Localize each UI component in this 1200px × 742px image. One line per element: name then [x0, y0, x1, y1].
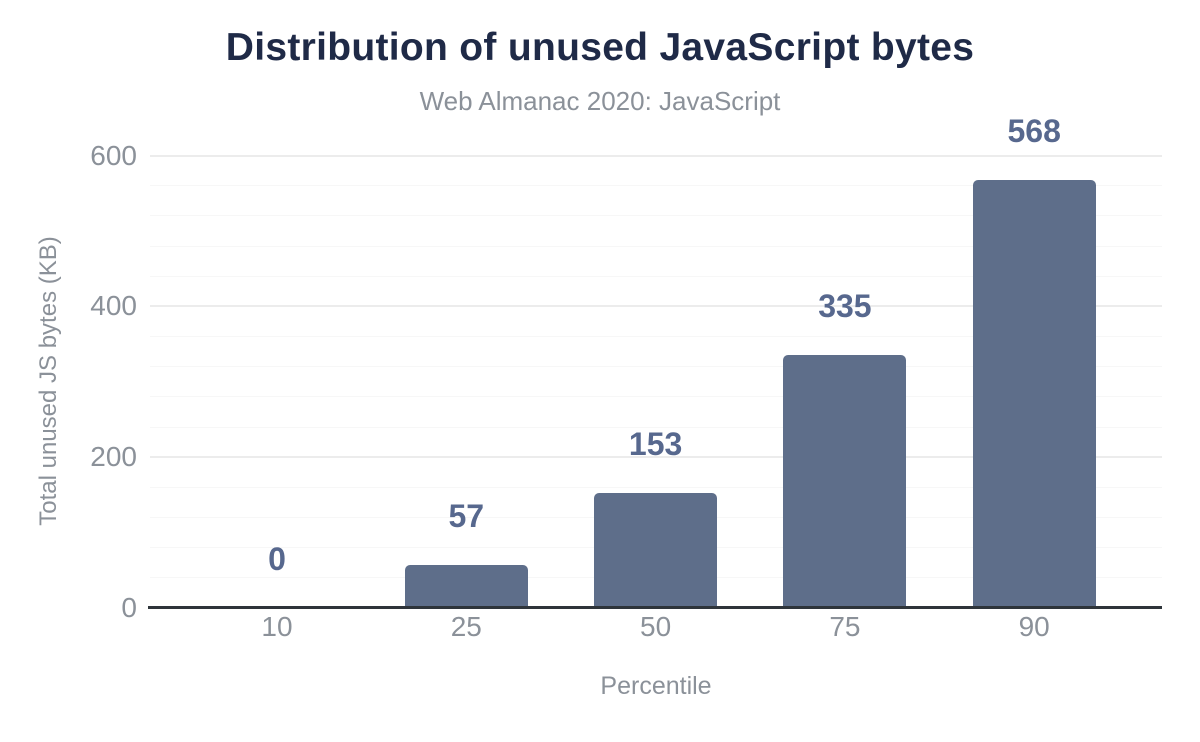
gridline-minor — [150, 185, 1162, 187]
x-tick-label: 50 — [640, 611, 672, 642]
bar-value-label: 153 — [628, 425, 683, 462]
bar-value-label: 57 — [448, 498, 485, 534]
chart-subtitle: Web Almanac 2020: JavaScript — [419, 86, 781, 116]
gridline-minor — [150, 245, 1162, 247]
bar-value-label: 0 — [268, 541, 286, 577]
gridline-minor — [150, 396, 1162, 398]
gridline-minor — [150, 336, 1162, 337]
chart-title: Distribution of unused JavaScript bytes — [225, 26, 975, 69]
gridline-minor — [150, 215, 1162, 217]
x-axis-line — [148, 606, 1162, 609]
x-tick-label: 90 — [1018, 611, 1050, 642]
gridline-major — [150, 456, 1162, 459]
gridline-minor — [150, 275, 1162, 277]
x-tick-label: 25 — [450, 611, 482, 642]
bar-p75[interactable] — [783, 355, 907, 608]
gridline-minor — [150, 426, 1162, 428]
bar-value-label: 568 — [1007, 112, 1061, 149]
gridline-minor — [150, 366, 1162, 368]
bar-p25[interactable] — [404, 565, 528, 608]
gridline-minor — [150, 486, 1162, 488]
y-tick-label: 400 — [90, 290, 137, 322]
y-tick-label: 600 — [90, 139, 137, 171]
bar-value-label: 335 — [818, 288, 872, 325]
bar-p90[interactable] — [972, 179, 1096, 608]
x-axis-title: Percentile — [600, 672, 712, 700]
gridline-major — [150, 305, 1162, 308]
y-tick-label: 200 — [90, 441, 137, 473]
y-tick-label: 0 — [121, 592, 137, 623]
x-tick-label: 10 — [261, 611, 293, 642]
bar-p50[interactable] — [594, 492, 718, 608]
x-tick-label: 75 — [829, 611, 861, 642]
y-axis-title: Total unused JS bytes (KB) — [35, 236, 62, 526]
gridline-major — [150, 154, 1162, 157]
